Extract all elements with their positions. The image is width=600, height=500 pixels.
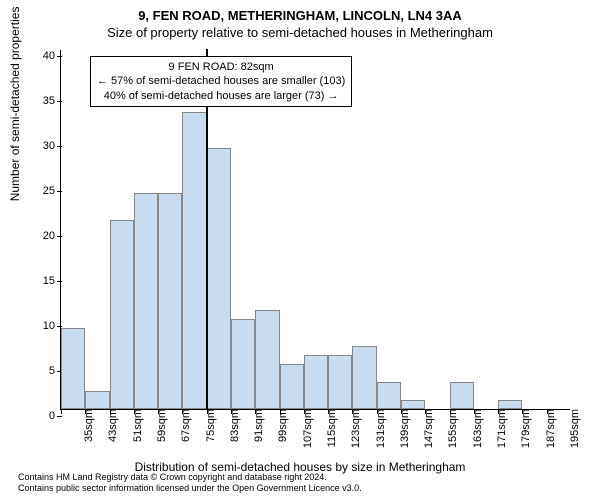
x-tick-label: 115sqm	[320, 409, 338, 447]
y-tick-label: 30	[43, 140, 61, 152]
title-main: 9, FEN ROAD, METHERINGHAM, LINCOLN, LN4 …	[0, 0, 600, 23]
histogram-bar	[450, 382, 474, 409]
y-tick-label: 20	[43, 230, 61, 242]
x-tick-mark	[231, 409, 232, 414]
y-tick-label: 15	[43, 275, 61, 287]
x-tick-mark	[182, 409, 183, 414]
histogram-bar	[231, 319, 255, 409]
footer-attribution: Contains HM Land Registry data © Crown c…	[18, 472, 362, 494]
chart-container: 9, FEN ROAD, METHERINGHAM, LINCOLN, LN4 …	[0, 0, 600, 500]
x-tick-mark	[280, 409, 281, 414]
histogram-bar	[158, 193, 182, 409]
title-sub: Size of property relative to semi-detach…	[0, 25, 600, 40]
x-tick-label: 147sqm	[417, 409, 435, 448]
y-tick-label: 25	[43, 185, 61, 197]
x-tick-mark	[61, 409, 62, 414]
histogram-bar	[134, 193, 158, 409]
histogram-bar	[304, 355, 328, 409]
histogram-bar	[498, 400, 522, 409]
annotation-box: 9 FEN ROAD: 82sqm ← 57% of semi-detached…	[90, 56, 352, 107]
x-tick-mark	[474, 409, 475, 414]
histogram-bar	[377, 382, 401, 409]
x-tick-label: 123sqm	[344, 409, 362, 448]
x-tick-label: 179sqm	[514, 409, 532, 448]
x-tick-mark	[547, 409, 548, 414]
annotation-line: 9 FEN ROAD: 82sqm	[97, 60, 345, 74]
y-tick-label: 5	[49, 365, 61, 377]
histogram-bar	[61, 328, 85, 409]
annotation-line: ← 57% of semi-detached houses are smalle…	[97, 74, 345, 88]
x-tick-label: 195sqm	[563, 409, 581, 448]
x-tick-mark	[498, 409, 499, 414]
x-tick-label: 131sqm	[369, 409, 387, 448]
x-tick-mark	[134, 409, 135, 414]
footer-line: Contains HM Land Registry data © Crown c…	[18, 472, 362, 483]
y-axis-label: Number of semi-detached properties	[8, 7, 22, 202]
x-tick-label: 139sqm	[393, 409, 411, 448]
histogram-bar	[182, 112, 206, 409]
x-tick-mark	[425, 409, 426, 414]
y-tick-label: 35	[43, 95, 61, 107]
y-tick-label: 10	[43, 320, 61, 332]
x-tick-label: 171sqm	[490, 409, 508, 448]
y-tick-label: 40	[43, 50, 61, 62]
histogram-bar	[280, 364, 304, 409]
x-tick-label: 155sqm	[441, 409, 459, 448]
x-tick-mark	[110, 409, 111, 414]
x-tick-mark	[255, 409, 256, 414]
y-tick-label: 0	[49, 410, 61, 422]
x-tick-mark	[85, 409, 86, 414]
histogram-bar	[401, 400, 425, 409]
x-tick-mark	[522, 409, 523, 414]
chart-area: 051015202530354035sqm43sqm51sqm59sqm67sq…	[60, 50, 570, 410]
x-tick-mark	[450, 409, 451, 414]
histogram-bar	[328, 355, 352, 409]
x-tick-mark	[352, 409, 353, 414]
histogram-bar	[207, 148, 231, 409]
x-tick-mark	[304, 409, 305, 414]
x-tick-mark	[158, 409, 159, 414]
x-tick-label: 163sqm	[466, 409, 484, 448]
footer-line: Contains public sector information licen…	[18, 483, 362, 494]
histogram-bar	[85, 391, 109, 409]
x-tick-label: 107sqm	[296, 409, 314, 448]
histogram-bar	[110, 220, 134, 409]
histogram-bar	[352, 346, 376, 409]
x-tick-label: 187sqm	[539, 409, 557, 448]
x-tick-mark	[401, 409, 402, 414]
x-tick-mark	[377, 409, 378, 414]
x-tick-mark	[328, 409, 329, 414]
annotation-line: 40% of semi-detached houses are larger (…	[97, 89, 345, 103]
histogram-bar	[255, 310, 279, 409]
x-tick-mark	[207, 409, 208, 414]
